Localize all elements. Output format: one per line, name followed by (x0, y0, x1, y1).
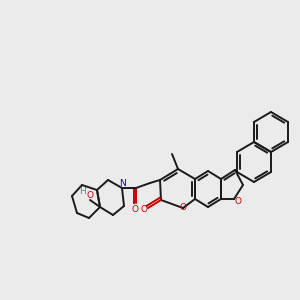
Text: H: H (79, 188, 86, 196)
Text: O: O (179, 203, 187, 212)
Text: N: N (118, 178, 125, 188)
Text: O: O (131, 205, 139, 214)
Text: O: O (235, 196, 242, 206)
Text: O: O (140, 206, 148, 214)
Text: O: O (86, 190, 94, 200)
